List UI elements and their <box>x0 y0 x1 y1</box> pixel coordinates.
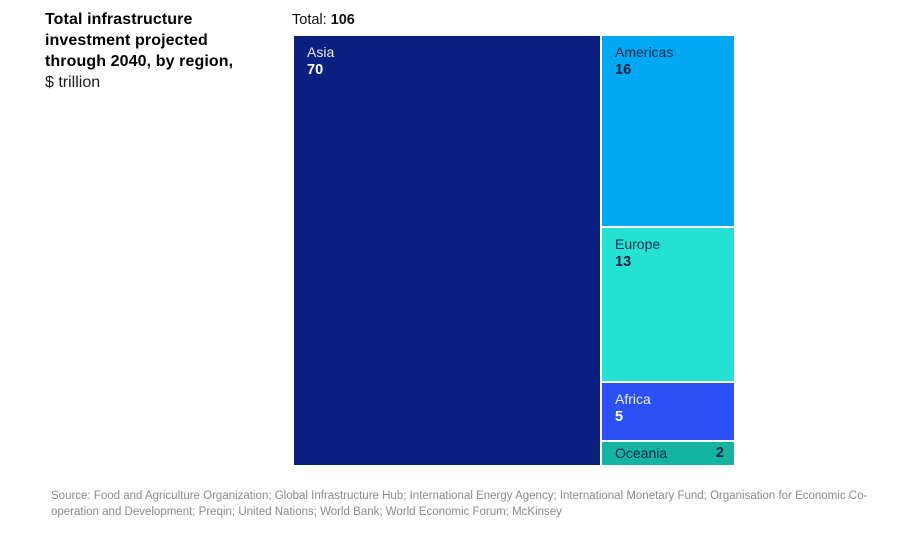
treemap-block-asia: Asia 70 <box>294 36 600 465</box>
treemap-block-africa: Africa 5 <box>602 383 734 440</box>
treemap-chart: Asia 70 Americas 16 Europe 13 Africa 5 O… <box>294 36 734 465</box>
region-label: Asia <box>307 44 335 60</box>
treemap-block-oceania: Oceania 2 <box>602 442 734 465</box>
total-annotation: Total: 106 <box>292 12 355 28</box>
region-label: Oceania <box>615 445 668 461</box>
chart-title-line-3: through 2040, by region, <box>45 53 234 70</box>
region-value: 13 <box>615 254 632 270</box>
region-label: Europe <box>615 236 661 252</box>
chart-title-line-2: investment projected <box>45 32 208 49</box>
chart-title: Total infrastructure investment projecte… <box>45 9 295 93</box>
region-value: 16 <box>615 62 632 78</box>
region-value: 2 <box>715 445 724 461</box>
chart-unit-label: $ trillion <box>45 74 101 91</box>
region-value: 70 <box>307 62 324 78</box>
source-attribution: Source: Food and Agriculture Organizatio… <box>51 490 868 518</box>
region-label: Americas <box>615 44 674 60</box>
region-label: Africa <box>615 391 651 407</box>
region-value: 5 <box>615 409 624 425</box>
treemap-block-europe: Europe 13 <box>602 228 734 381</box>
chart-title-line-1: Total infrastructure <box>45 11 193 28</box>
total-value: 106 <box>330 12 355 28</box>
total-label: Total: <box>292 12 327 28</box>
treemap-block-americas: Americas 16 <box>602 36 734 226</box>
